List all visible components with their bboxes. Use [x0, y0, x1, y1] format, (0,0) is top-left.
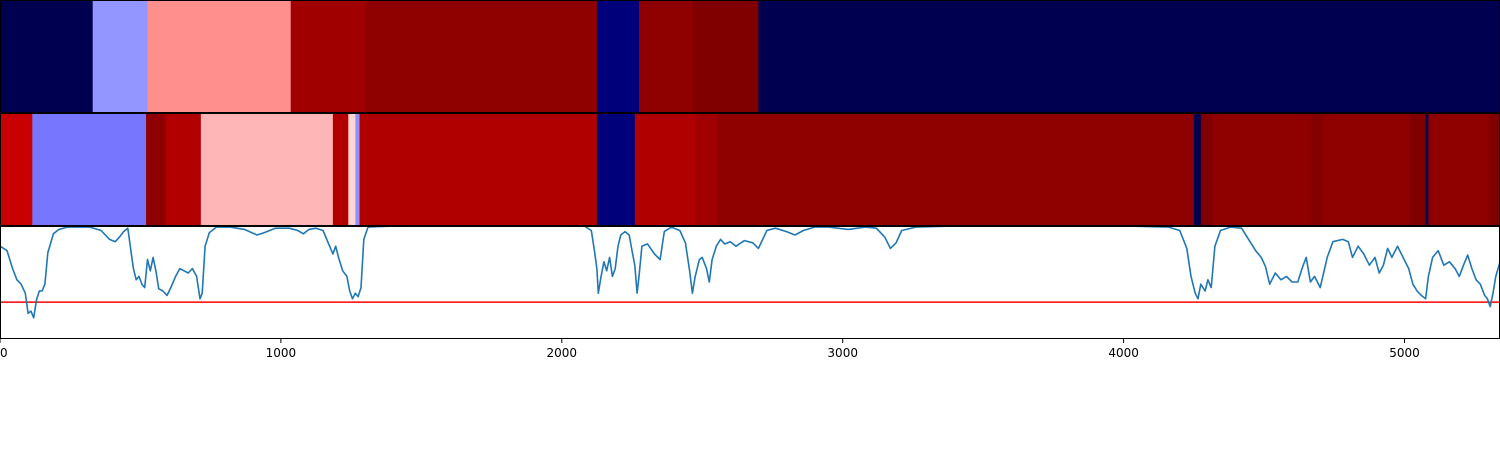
x-tick-label-3: 3000: [827, 346, 858, 360]
heatmap-segment-r1-9: [596, 113, 636, 225]
x-tick-label-4: 4000: [1108, 346, 1139, 360]
heatmap-segment-r0-7: [692, 0, 759, 112]
heatmap-segment-r1-7: [355, 113, 360, 225]
heatmap-segment-r0-0: [0, 0, 94, 112]
heatmap-segment-r0-8: [758, 0, 1500, 112]
x-tick-label-2: 2000: [547, 346, 578, 360]
heatmap-segment-r1-14: [1200, 113, 1213, 225]
heatmap-row-top: [0, 0, 1500, 112]
heatmap-segment-r1-3: [165, 113, 202, 225]
score-series-line: [0, 225, 1500, 319]
heatmap-segment-r1-16: [1310, 113, 1324, 225]
panel-frame-2: [0, 226, 1500, 339]
heatmap-segment-r1-18: [1410, 113, 1426, 225]
heatmap-segment-r1-17: [1323, 113, 1411, 225]
heatmap-segment-r1-2: [146, 113, 167, 225]
heatmap-segment-r1-10: [634, 113, 696, 225]
heatmap-segment-r0-6: [639, 0, 693, 112]
heatmap-segment-r1-1: [32, 113, 147, 225]
heatmap-segment-r1-6: [348, 113, 356, 225]
heatmap-segment-r0-2: [147, 0, 292, 112]
heatmap-row-middle: [0, 113, 1500, 225]
line-panel: [0, 225, 1500, 319]
heatmap-segment-r1-0: [0, 113, 33, 225]
heatmap-segment-r1-20: [1428, 113, 1490, 225]
x-tick-label-5: 5000: [1389, 346, 1420, 360]
heatmap-segment-r1-15: [1212, 113, 1311, 225]
heatmap-segment-r0-4: [365, 0, 598, 112]
x-tick-label-0: 0: [0, 346, 8, 360]
heatmap-segment-r1-4: [200, 113, 334, 225]
heatmap-segment-r1-12: [717, 113, 1195, 225]
heatmap-segment-r0-1: [92, 0, 148, 112]
x-tick-label-1: 1000: [266, 346, 297, 360]
heatmap-segment-r0-3: [290, 0, 366, 112]
heatmap-segment-r1-5: [332, 113, 349, 225]
x-axis: 0 1000 2000 3000 4000 5000: [0, 338, 1420, 360]
heatmap-segment-r1-11: [695, 113, 719, 225]
heatmap-segment-r1-19: [1425, 113, 1429, 225]
heatmap-segment-r1-21: [1488, 113, 1500, 225]
heatmap-segment-r1-13: [1193, 113, 1202, 225]
heatmap-segment-r1-8: [359, 113, 598, 225]
heatmap-segment-r0-5: [596, 0, 640, 112]
